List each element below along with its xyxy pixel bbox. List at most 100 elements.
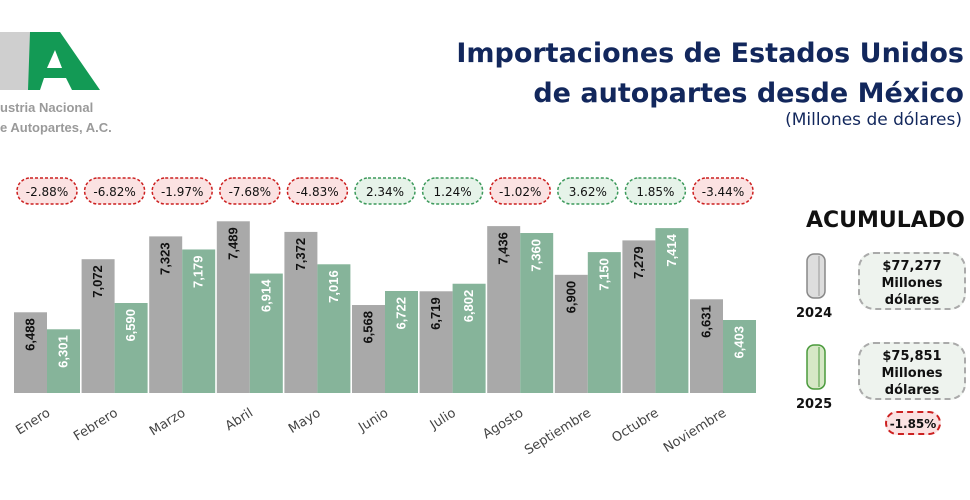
change-badge-label: 1.24% — [434, 185, 472, 199]
data-label-2025: 6,722 — [394, 297, 409, 330]
data-label-2024: 7,072 — [90, 265, 105, 298]
accumulated-title: ACUMULADO — [806, 208, 965, 233]
change-badge — [219, 177, 281, 205]
data-label-2024: 7,436 — [496, 232, 511, 265]
bar-2024 — [149, 236, 183, 393]
change-badge — [421, 177, 484, 205]
data-label-2024: 6,719 — [428, 297, 443, 330]
change-badge-label: -7.68% — [229, 185, 271, 199]
bar-2025 — [452, 283, 486, 393]
x-tick-label: Septiembre — [522, 406, 594, 459]
bar-2025 — [249, 273, 283, 393]
data-label-2024: 7,323 — [158, 242, 173, 275]
change-badge — [83, 177, 146, 205]
logo-line-2: e Autopartes, A.C. — [0, 120, 112, 135]
data-label-2024: 6,631 — [699, 305, 714, 338]
x-tick-label: Febrero — [71, 406, 121, 445]
total-2025-unit2: dólares — [884, 383, 940, 398]
bar-2024 — [487, 226, 521, 393]
bar-2025 — [317, 264, 351, 393]
x-tick-label: Marzo — [147, 406, 188, 440]
change-badge-label: -6.82% — [93, 185, 135, 199]
change-badge-label: -4.83% — [296, 185, 338, 199]
logo-text: ustria Nacional e Autopartes, A.C. — [0, 98, 112, 138]
bar-2025 — [385, 291, 418, 393]
change-badge-label: 2.34% — [366, 185, 404, 199]
bar-2024 — [14, 312, 47, 393]
total-2025-unit: Millones — [881, 366, 943, 381]
bar-2025 — [655, 228, 689, 393]
change-badge-label: 1.85% — [636, 185, 674, 199]
data-label-2025: 6,914 — [258, 279, 273, 312]
change-badge — [16, 177, 78, 205]
change-badge — [557, 177, 619, 205]
bar-2024 — [622, 240, 656, 393]
title-line-1: Importaciones de Estados Unidos — [456, 38, 964, 69]
total-2024-amount: $77,277 — [882, 259, 942, 274]
year-2025-label: 2025 — [796, 397, 833, 412]
data-label-2025: 7,150 — [596, 258, 611, 291]
change-badge-label: -1.97% — [161, 185, 203, 199]
change-badge — [151, 177, 213, 205]
bar-2024 — [554, 274, 588, 393]
total-2024-unit: Millones — [881, 276, 943, 291]
data-label-2025: 7,360 — [529, 239, 544, 272]
bar-2025 — [114, 303, 148, 393]
bar-2024 — [216, 221, 250, 393]
bar-chart: -2.88% 6,488 6,301 Enero -6.82% 7,072 6,590 Feb… — [13, 177, 756, 459]
data-label-2025: 6,301 — [56, 335, 71, 368]
year-2024-label: 2024 — [796, 306, 833, 321]
x-tick-label: Noviembre — [661, 406, 729, 456]
bar-2025 — [587, 252, 621, 393]
coin-2024-icon — [806, 253, 826, 299]
change-badge — [624, 177, 687, 205]
data-label-2024: 6,568 — [361, 311, 376, 344]
total-2025-amount: $75,851 — [882, 349, 942, 364]
data-label-2025: 7,179 — [191, 255, 206, 288]
title-line-2: de autopartes desde México — [533, 78, 964, 109]
bar-2024 — [284, 231, 318, 393]
x-tick-label: Junio — [355, 406, 391, 436]
data-label-2024: 6,900 — [563, 281, 578, 314]
accumulated-change-badge: -1.85% — [885, 411, 941, 435]
change-badge — [286, 177, 349, 205]
data-label-2025: 7,414 — [664, 233, 679, 266]
x-tick-label: Abril — [223, 406, 256, 434]
data-label-2024: 7,279 — [631, 246, 646, 279]
bar-2024 — [690, 299, 723, 393]
logo-line-1: ustria Nacional — [0, 100, 94, 115]
logo — [0, 32, 100, 90]
change-badge — [489, 177, 551, 205]
subtitle: (Millones de dólares) — [785, 110, 962, 130]
bar-2025 — [723, 320, 756, 393]
total-2024-unit2: dólares — [884, 293, 940, 308]
change-badge-label: -1.02% — [499, 185, 541, 199]
x-tick-label: Enero — [13, 406, 53, 439]
change-badge-label: 3.62% — [569, 185, 607, 199]
x-tick-label: Octubre — [609, 406, 661, 446]
change-badge-label: -3.44% — [702, 185, 744, 199]
x-tick-label: Agosto — [480, 406, 526, 443]
data-label-2025: 6,403 — [732, 326, 747, 359]
page-title: Importaciones de Estados Unidos de autop… — [456, 34, 964, 114]
data-label-2025: 6,802 — [461, 290, 476, 323]
data-label-2024: 6,488 — [23, 318, 38, 351]
x-tick-label: Julio — [427, 406, 459, 434]
x-tick-label: Mayo — [286, 406, 324, 437]
change-badge — [354, 177, 416, 205]
total-2024-box: $77,277 Millones dólares — [858, 252, 966, 310]
bar-2025 — [47, 329, 80, 393]
data-label-2024: 7,489 — [225, 227, 240, 260]
change-badge — [692, 177, 754, 205]
bar-2024 — [81, 259, 115, 393]
bar-2025 — [182, 249, 216, 393]
bar-2024 — [419, 291, 453, 393]
bar-2024 — [352, 305, 385, 393]
change-badge-label: -2.88% — [26, 185, 68, 199]
bar-2025 — [520, 233, 554, 393]
total-2025-box: $75,851 Millones dólares — [858, 342, 966, 400]
data-label-2025: 6,590 — [123, 309, 138, 342]
data-label-2025: 7,016 — [326, 270, 341, 303]
coin-2025-icon — [806, 344, 826, 390]
data-label-2024: 7,372 — [293, 238, 308, 271]
